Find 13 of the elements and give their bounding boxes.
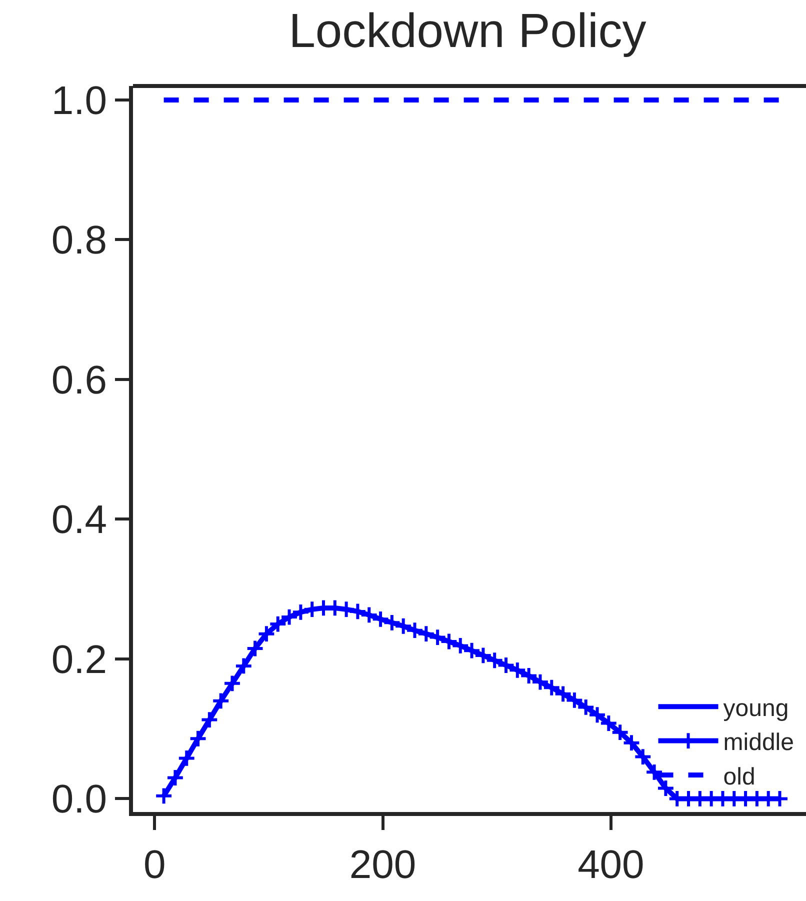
legend-label: middle <box>723 729 794 756</box>
y-tick-label: 0.4 <box>51 498 107 542</box>
x-tick-label: 0 <box>144 843 166 887</box>
y-tick-label: 0.6 <box>51 358 107 402</box>
x-tick-label: 200 <box>349 843 416 887</box>
legend-label: young <box>723 694 789 722</box>
legend-label: old <box>723 763 756 790</box>
x-tick-label: 400 <box>578 843 644 887</box>
chart-title: Lockdown Policy <box>288 5 646 58</box>
y-tick-label: 1.0 <box>51 78 107 123</box>
y-tick-label: 0.0 <box>51 778 107 822</box>
y-tick-label: 0.2 <box>51 638 107 682</box>
y-tick-label: 0.8 <box>51 218 107 263</box>
